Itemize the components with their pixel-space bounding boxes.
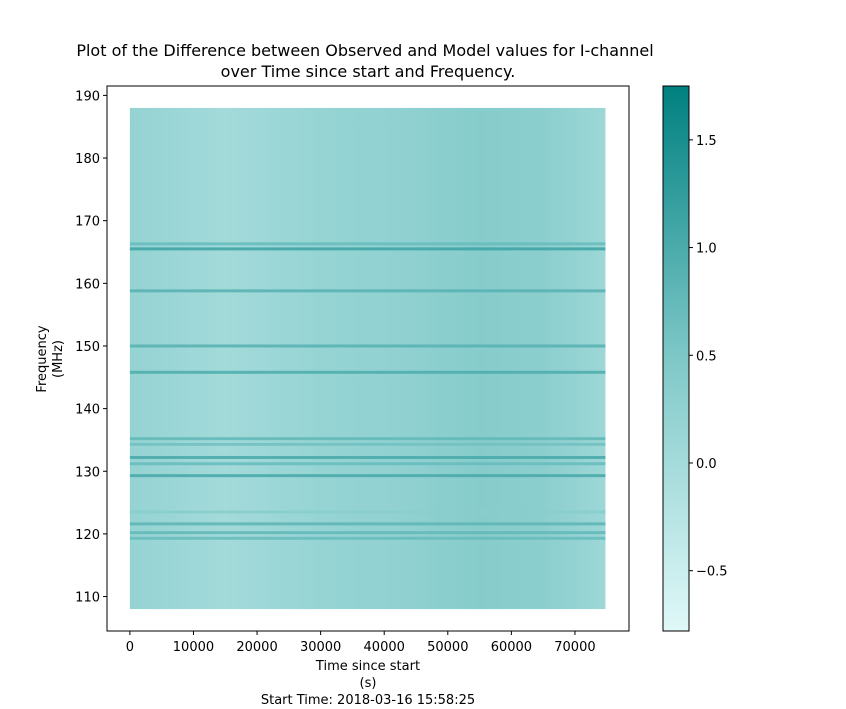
colorbar-frame	[662, 85, 690, 632]
x-tick-label: 70000	[554, 640, 595, 655]
x-tick-label: 10000	[173, 640, 214, 655]
x-axis-ticks: 0 10000 20000 30000 40000 50000 60000 70000	[126, 631, 596, 655]
colorbar-tick-label: 1.0	[696, 242, 717, 257]
y-tick-label: 170	[75, 215, 100, 230]
x-tick-label: 0	[126, 640, 134, 655]
x-tick-label: 50000	[427, 640, 468, 655]
colorbar-gradient	[663, 86, 689, 631]
x-tick-label: 40000	[364, 640, 405, 655]
rfi-line	[129, 455, 606, 459]
rfi-line	[129, 247, 606, 251]
footer-start-time: Start Time: 2018-03-16 15:58:25	[261, 693, 475, 708]
colorbar-tick-label: 0.0	[696, 457, 717, 472]
plot-area: 0 10000 20000 30000 40000 50000 60000 70000 110…	[75, 85, 630, 655]
y-axis-label-line-1: Frequency	[35, 325, 50, 392]
y-tick-label: 130	[75, 465, 100, 480]
rfi-line	[129, 462, 606, 466]
rfi-line	[129, 474, 606, 478]
x-axis-label-line-2: (s)	[360, 676, 377, 691]
y-tick-label: 160	[75, 277, 100, 292]
y-axis-ticks: 110 120 130 140 150 160 170 180 190	[75, 89, 107, 606]
x-tick-label: 60000	[491, 640, 532, 655]
colorbar-ticks: −0.5 0.0 0.5 1.0 1.5	[689, 134, 728, 580]
y-tick-label: 120	[75, 528, 100, 543]
y-axis-label-line-2: (MHz)	[51, 340, 66, 378]
rfi-line	[129, 531, 606, 535]
y-axis-label: Frequency (MHz)	[35, 325, 66, 392]
y-tick-label: 190	[75, 89, 100, 104]
colorbar-tick-label: −0.5	[696, 565, 728, 580]
rfi-line	[129, 536, 606, 540]
colorbar-tick-label: 1.5	[696, 134, 717, 149]
y-tick-label: 110	[75, 591, 100, 606]
heatmap-body	[129, 107, 606, 610]
rfi-line	[129, 344, 606, 348]
colorbar: −0.5 0.0 0.5 1.0 1.5	[662, 85, 728, 632]
rfi-line	[129, 289, 606, 293]
chart-title-line-2: over Time since start and Frequency.	[221, 62, 516, 81]
x-axis-label-line-1: Time since start	[315, 659, 420, 674]
chart-title-line-1: Plot of the Difference between Observed …	[76, 41, 653, 60]
rfi-line	[129, 522, 606, 526]
x-tick-label: 20000	[236, 640, 277, 655]
x-tick-label: 30000	[300, 640, 341, 655]
rfi-line	[129, 510, 606, 514]
colorbar-tick-label: 0.5	[696, 349, 717, 364]
plot-frame	[106, 85, 630, 632]
heatmap	[129, 107, 606, 610]
y-tick-label: 180	[75, 152, 100, 167]
y-tick-label: 140	[75, 403, 100, 418]
rfi-line	[129, 442, 606, 446]
rfi-line	[129, 437, 606, 441]
rfi-line	[129, 370, 606, 374]
rfi-line	[129, 242, 606, 246]
y-tick-label: 150	[75, 340, 100, 355]
